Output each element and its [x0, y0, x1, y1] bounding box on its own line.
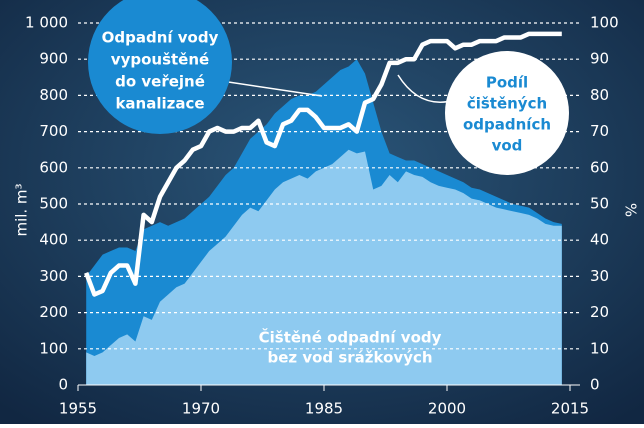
y-tick-label: 700 — [39, 122, 68, 140]
annotation-line: do veřejné — [115, 73, 205, 91]
callout-bubble — [445, 51, 569, 175]
y-tick-label: 500 — [39, 195, 68, 213]
annotation-line: Čištěné odpadní vody — [259, 328, 442, 347]
y-tick-label: 900 — [39, 50, 68, 68]
y-tick-label: 200 — [39, 303, 68, 321]
chart: mil. m³ % 01002003004005006007008009001 … — [0, 0, 644, 424]
y2-tick-label: 90 — [590, 50, 609, 68]
y-axis-label: mil. m³ — [13, 183, 31, 236]
y-tick-label: 600 — [39, 158, 68, 176]
y-tick-label: 800 — [39, 86, 68, 104]
y-tick-label: 100 — [39, 339, 68, 357]
annotation-line: vypouštěné — [111, 51, 209, 69]
annotation-line: Odpadní vody — [102, 29, 219, 47]
y2-tick-label: 10 — [590, 339, 609, 357]
annotation-line: odpadních — [463, 116, 551, 134]
annotation-line: vod — [492, 137, 523, 155]
y-tick-label: 400 — [39, 231, 68, 249]
x-tick-label: 2015 — [551, 400, 589, 418]
x-tick-label: 1985 — [305, 400, 343, 418]
annotation-line: Podíl — [486, 74, 528, 92]
y-tick-label: 0 — [58, 376, 68, 394]
y2-axis-label: % — [622, 203, 640, 217]
annotation-line: bez vod srážkových — [267, 349, 432, 367]
y2-tick-label: 70 — [590, 122, 609, 140]
y2-tick-label: 50 — [590, 195, 609, 213]
x-tick-label: 1970 — [182, 400, 220, 418]
y2-tick-label: 100 — [590, 14, 619, 32]
y2-tick-label: 30 — [590, 267, 609, 285]
y2-tick-label: 80 — [590, 86, 609, 104]
y2-tick-label: 20 — [590, 303, 609, 321]
x-tick-label: 1955 — [59, 400, 97, 418]
x-tick-label: 2000 — [428, 400, 466, 418]
annotation-line: kanalizace — [115, 95, 204, 113]
annotation-line: čištěných — [467, 95, 547, 113]
y2-tick-label: 40 — [590, 231, 609, 249]
y-tick-label: 300 — [39, 267, 68, 285]
y-tick-label: 1 000 — [25, 14, 68, 32]
y2-tick-label: 0 — [590, 376, 600, 394]
y2-tick-label: 60 — [590, 158, 609, 176]
